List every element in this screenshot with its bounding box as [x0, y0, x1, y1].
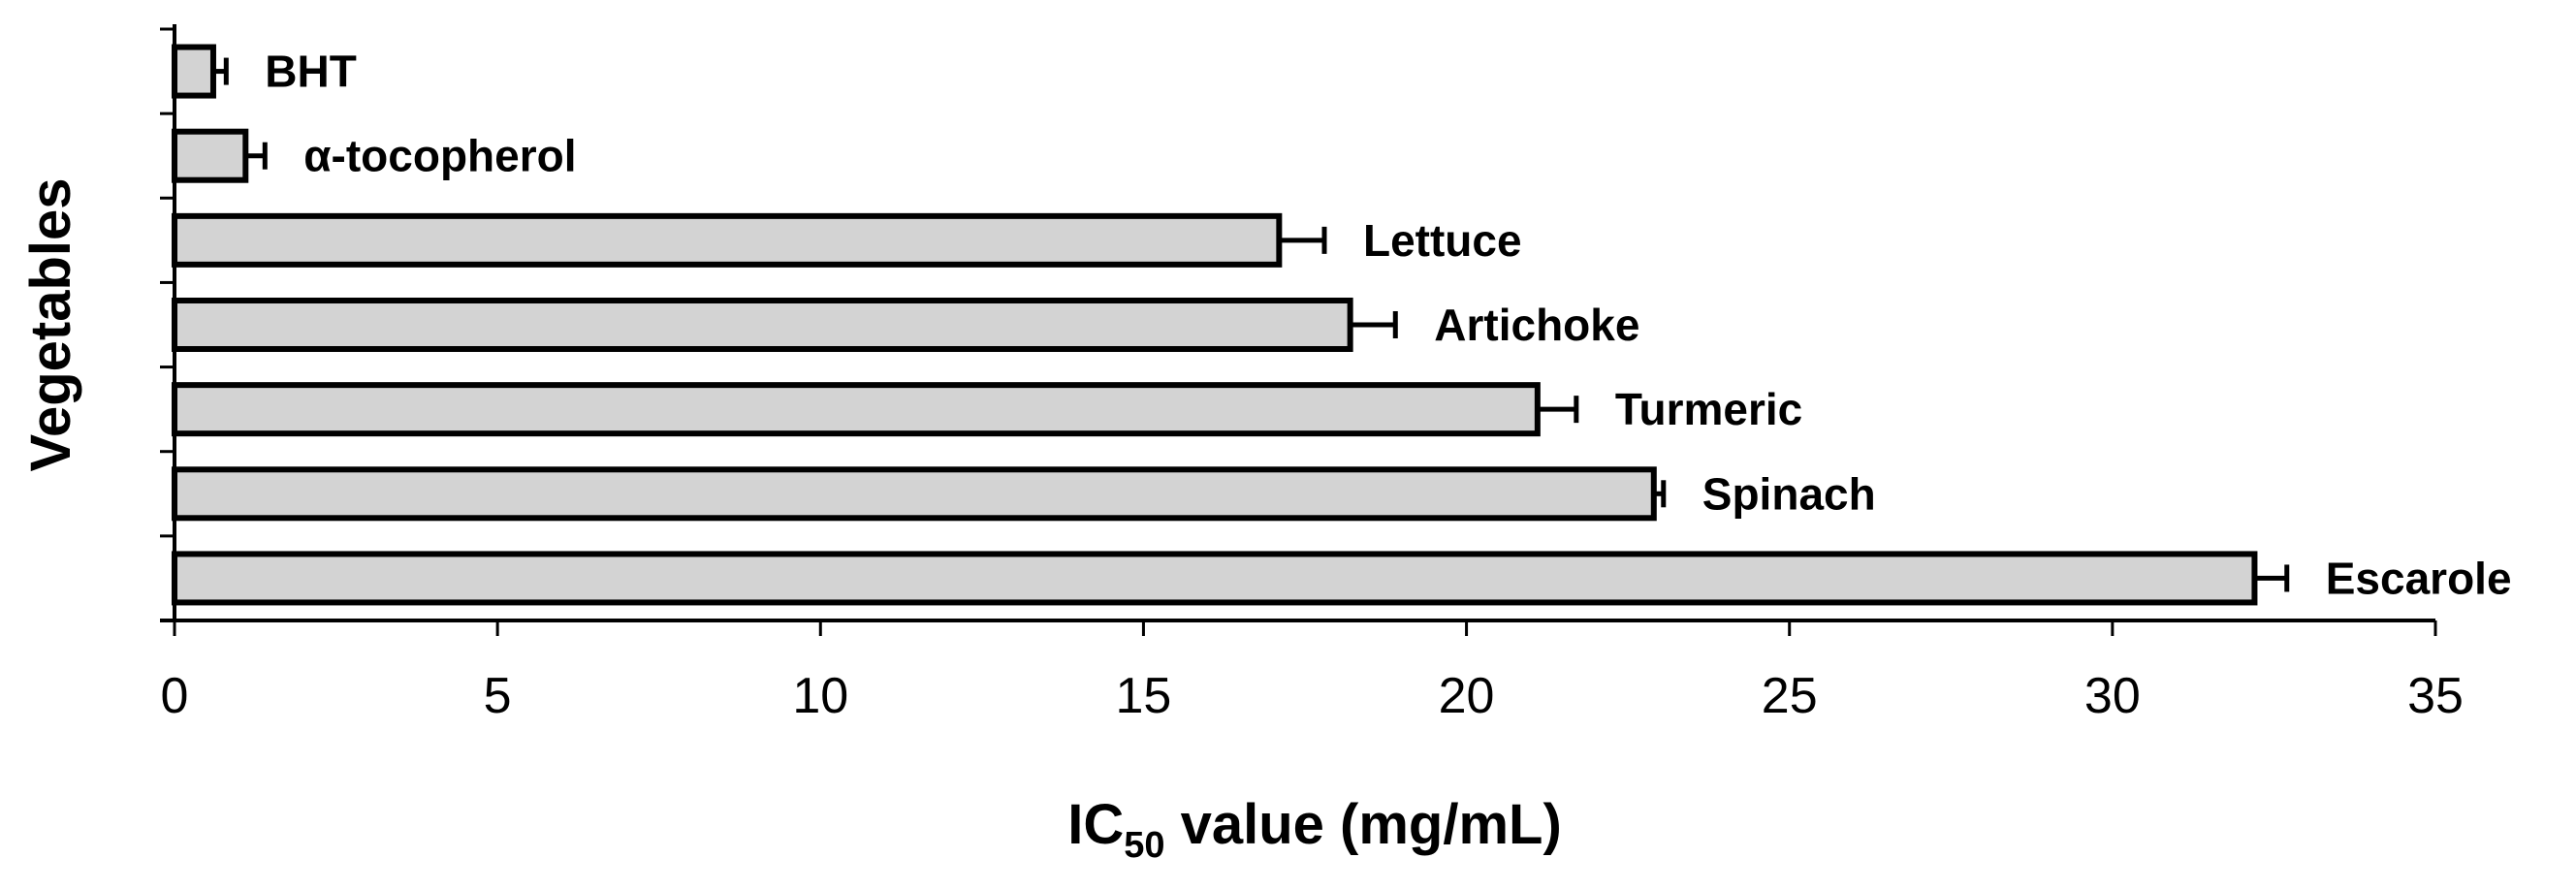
category-label-escarole: Escarole	[2326, 553, 2512, 603]
category-label-bht: BHT	[265, 47, 357, 97]
bar-tocopherol	[172, 128, 249, 183]
error-bars-group	[212, 57, 2290, 592]
error-bar-spinach	[1653, 480, 1667, 508]
bar-escarole	[172, 551, 2258, 606]
y-axis-title: Vegetables	[19, 177, 82, 471]
x-tick-label: 20	[1439, 668, 1495, 724]
x-axis-title-main: IC	[1067, 793, 1124, 856]
category-label-turmeric: Turmeric	[1615, 384, 1802, 434]
bar-lettuce	[172, 212, 1283, 268]
x-tick-label: 5	[484, 668, 512, 724]
error-bar-escarole	[2254, 564, 2290, 592]
error-bar-artichoke	[1350, 311, 1398, 338]
category-label-spinach: Spinach	[1702, 468, 1876, 519]
category-labels-group: BHT α-tocopherol Lettuce Artichoke Turmeric S…	[265, 47, 2511, 604]
x-axis-title-subscript: 50	[1124, 825, 1164, 866]
x-ticks-group: 0 5 10 15 20 25 30 35	[161, 620, 2464, 724]
bar-artichoke	[172, 298, 1353, 352]
category-label-lettuce: Lettuce	[1363, 215, 1522, 266]
bar-spinach	[172, 466, 1657, 522]
bars-group	[172, 44, 2258, 606]
x-tick-label: 35	[2407, 668, 2464, 724]
x-axis-title: IC50 value (mg/mL)	[1067, 793, 1562, 866]
x-tick-label: 25	[1762, 668, 1818, 724]
x-tick-label: 0	[161, 668, 189, 724]
x-tick-label: 10	[792, 668, 848, 724]
error-bar-tocopherol	[245, 142, 268, 170]
x-axis-title-rest: value (mg/mL)	[1164, 793, 1561, 856]
error-bar-lettuce	[1279, 226, 1327, 254]
bar-bht	[172, 44, 216, 99]
bar-turmeric	[172, 382, 1541, 437]
category-label-artichoke: Artichoke	[1434, 300, 1639, 350]
error-bar-bht	[212, 57, 229, 85]
category-label-tocopherol: α-tocopherol	[303, 131, 576, 181]
x-tick-label: 30	[2084, 668, 2141, 724]
y-ticks-group	[160, 27, 175, 622]
error-bar-turmeric	[1537, 396, 1579, 424]
x-tick-label: 15	[1116, 668, 1172, 724]
